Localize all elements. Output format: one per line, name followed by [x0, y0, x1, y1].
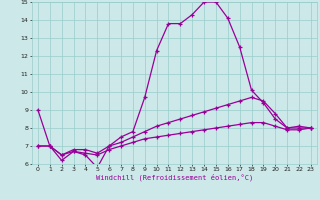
X-axis label: Windchill (Refroidissement éolien,°C): Windchill (Refroidissement éolien,°C) [96, 174, 253, 181]
